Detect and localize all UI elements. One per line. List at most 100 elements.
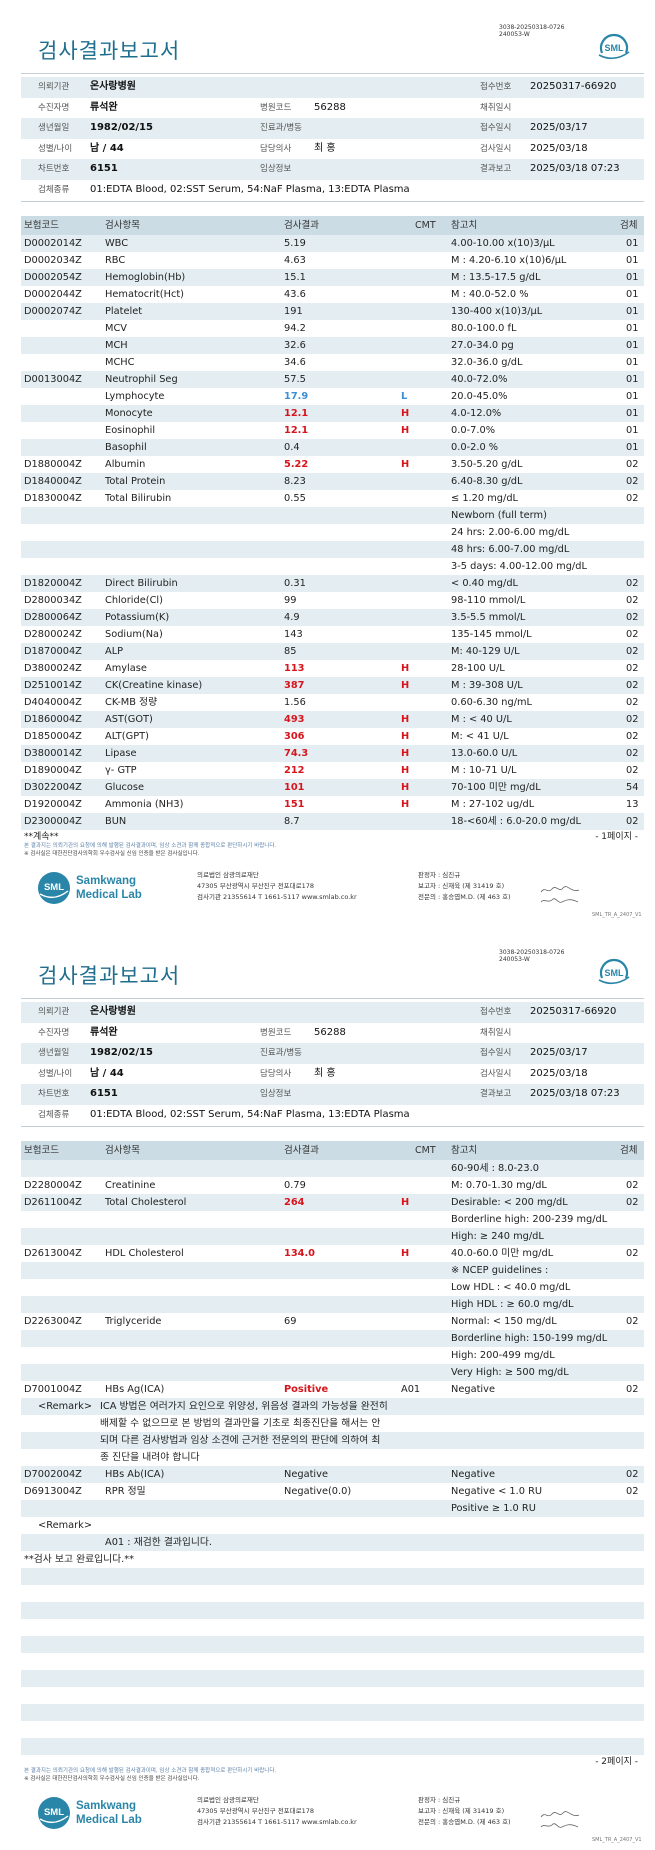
- report-title: 검사결과보고서: [38, 964, 181, 988]
- result-row: Very High: ≥ 500 mg/dL: [21, 1364, 644, 1381]
- test-item: Triglyceride: [105, 1316, 162, 1327]
- sml-logo: SML: [596, 957, 632, 989]
- specimen-code: 02: [626, 476, 639, 487]
- test-result: 32.6: [284, 340, 306, 351]
- reference-range: High: 200-499 mg/dL: [451, 1350, 555, 1361]
- test-result: 5.22: [284, 459, 309, 470]
- result-row: [21, 1704, 644, 1721]
- form-code: SML_TR_A_2407_V1: [592, 1837, 642, 1843]
- info-row: 의뢰기관 온사랑병원 접수번호 20250317-66920: [21, 1002, 644, 1023]
- logo-swoosh: [39, 1815, 69, 1824]
- results-table: 보험코드 검사항목 검사결과 CMT 참고치 검체 60-90세 : 8.0-23.0 D22…: [21, 1141, 644, 1755]
- info-label: 의뢰기관: [38, 1007, 70, 1017]
- cmt-flag: H: [401, 799, 410, 810]
- test-item: WBC: [105, 238, 129, 249]
- result-row: D0002044Z Hematocrit(Hct) 43.6 M : 40.0-52.…: [21, 286, 644, 303]
- footer-logo: SML: [36, 1795, 72, 1831]
- result-row: D0002074Z Platelet 191 130-400 x(10)3/μL 01: [21, 303, 644, 320]
- test-result: 101: [284, 782, 305, 793]
- info-label: 차트번호: [38, 1089, 70, 1100]
- info-label: 수진자명: [38, 102, 70, 113]
- specimen-code: 02: [626, 493, 639, 504]
- result-row: MCHC 34.6 32.0-36.0 g/dL 01: [21, 354, 644, 371]
- logo-text: SML: [44, 1807, 64, 1818]
- result-row: [21, 1619, 644, 1636]
- reporter-signature: [540, 1805, 580, 1818]
- report-page-2: 3038-20250318-0726 240053-W SML 검사결과보고서 의뢰기관…: [0, 925, 655, 1850]
- result-row: D2280004Z Creatinine 0.79 M: 0.70-1.30 mg/d…: [21, 1177, 644, 1194]
- result-row: D1920004Z Ammonia (NH3) 151 H M : 27-102 ug/…: [21, 796, 644, 813]
- test-item: Ammonia (NH3): [105, 799, 184, 810]
- insurance-code: D2800034Z: [24, 595, 82, 606]
- result-row: D1890004Z γ- GTP 212 H M : 10-71 U/L 02: [21, 762, 644, 779]
- result-row: D4040004Z CK-MB 정량 1.56 0.60-6.30 ng/mL 02: [21, 694, 644, 711]
- reference-range: 13.0-60.0 U/L: [451, 748, 518, 759]
- specimen-code: 01: [626, 340, 639, 351]
- specimen-code: 01: [626, 272, 639, 283]
- specimen-code: 01: [626, 306, 639, 317]
- patient-info-table: 의뢰기관 온사랑병원 접수번호 20250317-66920 수진자명 류석완 병원코드 56…: [21, 77, 644, 202]
- specimen-code: 02: [626, 748, 639, 759]
- result-row: D1830004Z Total Bilirubin 0.55 ≤ 1.20 mg/dL…: [21, 490, 644, 507]
- insurance-code: D1820004Z: [24, 578, 82, 589]
- info-value: 2025/03/17: [530, 122, 588, 134]
- test-result: 17.9: [284, 391, 309, 402]
- result-row: D3022004Z Glucose 101 H 70-100 미만 mg/dL 54: [21, 779, 644, 796]
- continued-label: **계속**: [24, 832, 59, 842]
- insurance-code: D1830004Z: [24, 493, 82, 504]
- reference-range: 40.0-60.0 미만 mg/dL: [451, 1248, 554, 1259]
- info-label: 결과보고: [480, 1089, 512, 1100]
- signature-stroke: [540, 898, 579, 903]
- results-table: 보험코드 검사항목 검사결과 CMT 참고치 검체 D0002014Z WBC 5.19 4.00…: [21, 216, 644, 830]
- test-result: 5.19: [284, 238, 306, 249]
- test-item: Total Protein: [105, 476, 166, 487]
- info-label: 채취일시: [480, 102, 512, 113]
- info-value: 온사랑병원: [90, 1006, 136, 1017]
- test-result: 0.55: [284, 493, 306, 504]
- info-value: 01:EDTA Blood, 02:SST Serum, 54:NaF Plas…: [90, 183, 410, 195]
- result-row: [21, 1670, 644, 1687]
- result-row: 되며 다른 검사방법과 임상 소견에 근거한 전문의의 판단에 의하여 최: [21, 1432, 644, 1449]
- info-value: 류석완: [90, 1026, 118, 1038]
- specimen-code: 02: [626, 765, 639, 776]
- remark-label: <Remark>: [38, 1520, 93, 1531]
- specimen-code: 01: [626, 374, 639, 385]
- report-title: 검사결과보고서: [38, 39, 181, 63]
- specimen-code: 01: [626, 238, 639, 249]
- document-code-suffix: 240053-W: [499, 956, 530, 963]
- info-row: 수진자명 류석완 병원코드 56288 채취일시: [21, 1023, 644, 1044]
- signer-judge: 판정자 : 심진규: [418, 871, 461, 879]
- test-result: 74.3: [284, 748, 309, 759]
- result-row: 24 hrs: 2.00-6.00 mg/dL: [21, 524, 644, 541]
- result-row: D7001004Z HBs Ag(ICA) Positive A01 Negative 0…: [21, 1381, 644, 1398]
- test-result: 113: [284, 663, 305, 674]
- signature-graphic: [540, 1811, 580, 1818]
- logo-text: SML: [44, 882, 64, 893]
- insurance-code: D1860004Z: [24, 714, 82, 725]
- specimen-code: 02: [626, 1316, 639, 1327]
- reference-range: M: 40-129 U/L: [451, 646, 520, 657]
- insurance-code: D3800014Z: [24, 748, 82, 759]
- info-label: 병원코드: [260, 102, 292, 113]
- test-item: Total Bilirubin: [105, 493, 172, 504]
- result-row: D2800034Z Chloride(Cl) 99 98-110 mmol/L 02: [21, 592, 644, 609]
- reference-range: 0.60-6.30 ng/mL: [451, 697, 533, 708]
- insurance-code: D4040004Z: [24, 697, 82, 708]
- reference-range: Very High: ≥ 500 mg/dL: [451, 1367, 569, 1378]
- test-item: ALP: [105, 646, 124, 657]
- info-label: 결과보고: [480, 164, 512, 175]
- cmt-flag: H: [401, 408, 410, 419]
- insurance-code: D2611004Z: [24, 1197, 82, 1208]
- reference-range: High: ≥ 240 mg/dL: [451, 1231, 544, 1242]
- test-item: Albumin: [105, 459, 146, 470]
- test-result: 34.6: [284, 357, 306, 368]
- cmt-flag: H: [401, 1197, 410, 1208]
- footer-logo-graphic: SML: [38, 1797, 70, 1829]
- logo-swoosh: [598, 51, 630, 60]
- logo-text: SML: [605, 968, 625, 978]
- accreditation-line: ※ 검사실은 대한진단검사의학회 우수검사실 신임 인증을 받은 검사실입니다.: [24, 1776, 200, 1782]
- info-label: 성별/나이: [38, 1068, 73, 1079]
- result-row: [21, 1721, 644, 1738]
- info-label: 의뢰기관: [38, 82, 70, 92]
